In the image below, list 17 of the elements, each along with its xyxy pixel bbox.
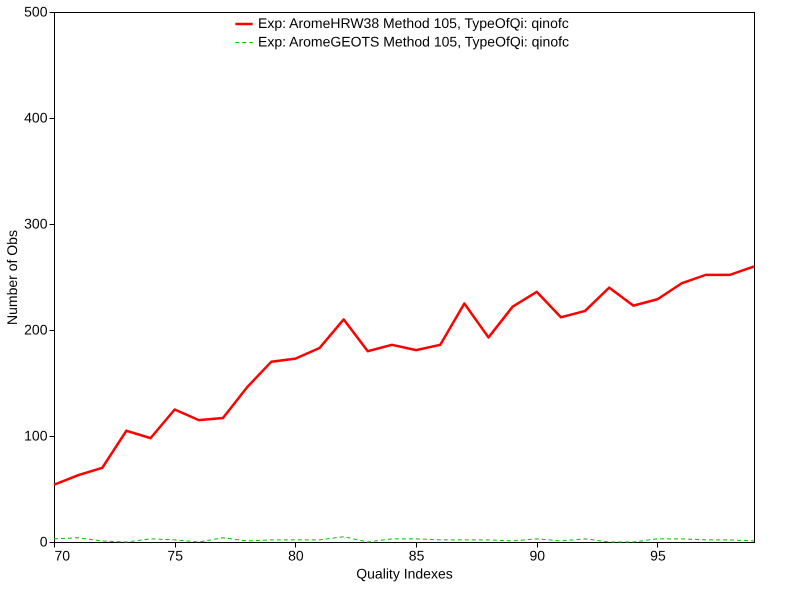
y-tick-label: 100 <box>24 428 48 444</box>
legend-label: Exp: AromeHRW38 Method 105, TypeOfQi: qinofc <box>258 15 569 31</box>
x-tick-label: 85 <box>408 548 425 564</box>
y-axis-title: Number of Obs <box>4 230 20 325</box>
x-axis-title: Quality Indexes <box>356 566 453 582</box>
y-tick-label: 400 <box>24 110 48 126</box>
x-tick-label: 75 <box>167 548 184 564</box>
y-tick-label: 0 <box>40 534 48 550</box>
y-tick-label: 200 <box>24 322 48 338</box>
x-tick-label: 95 <box>650 548 666 564</box>
y-tick-label: 500 <box>24 4 48 20</box>
x-tick-label: 90 <box>529 548 546 564</box>
line-series <box>52 265 756 486</box>
y-tick-label: 300 <box>24 216 48 232</box>
legend-label: Exp: AromeGEOTS Method 105, TypeOfQi: qinofc <box>258 34 570 50</box>
x-tick-label: 80 <box>288 548 304 564</box>
x-tick-label: 70 <box>54 548 70 564</box>
